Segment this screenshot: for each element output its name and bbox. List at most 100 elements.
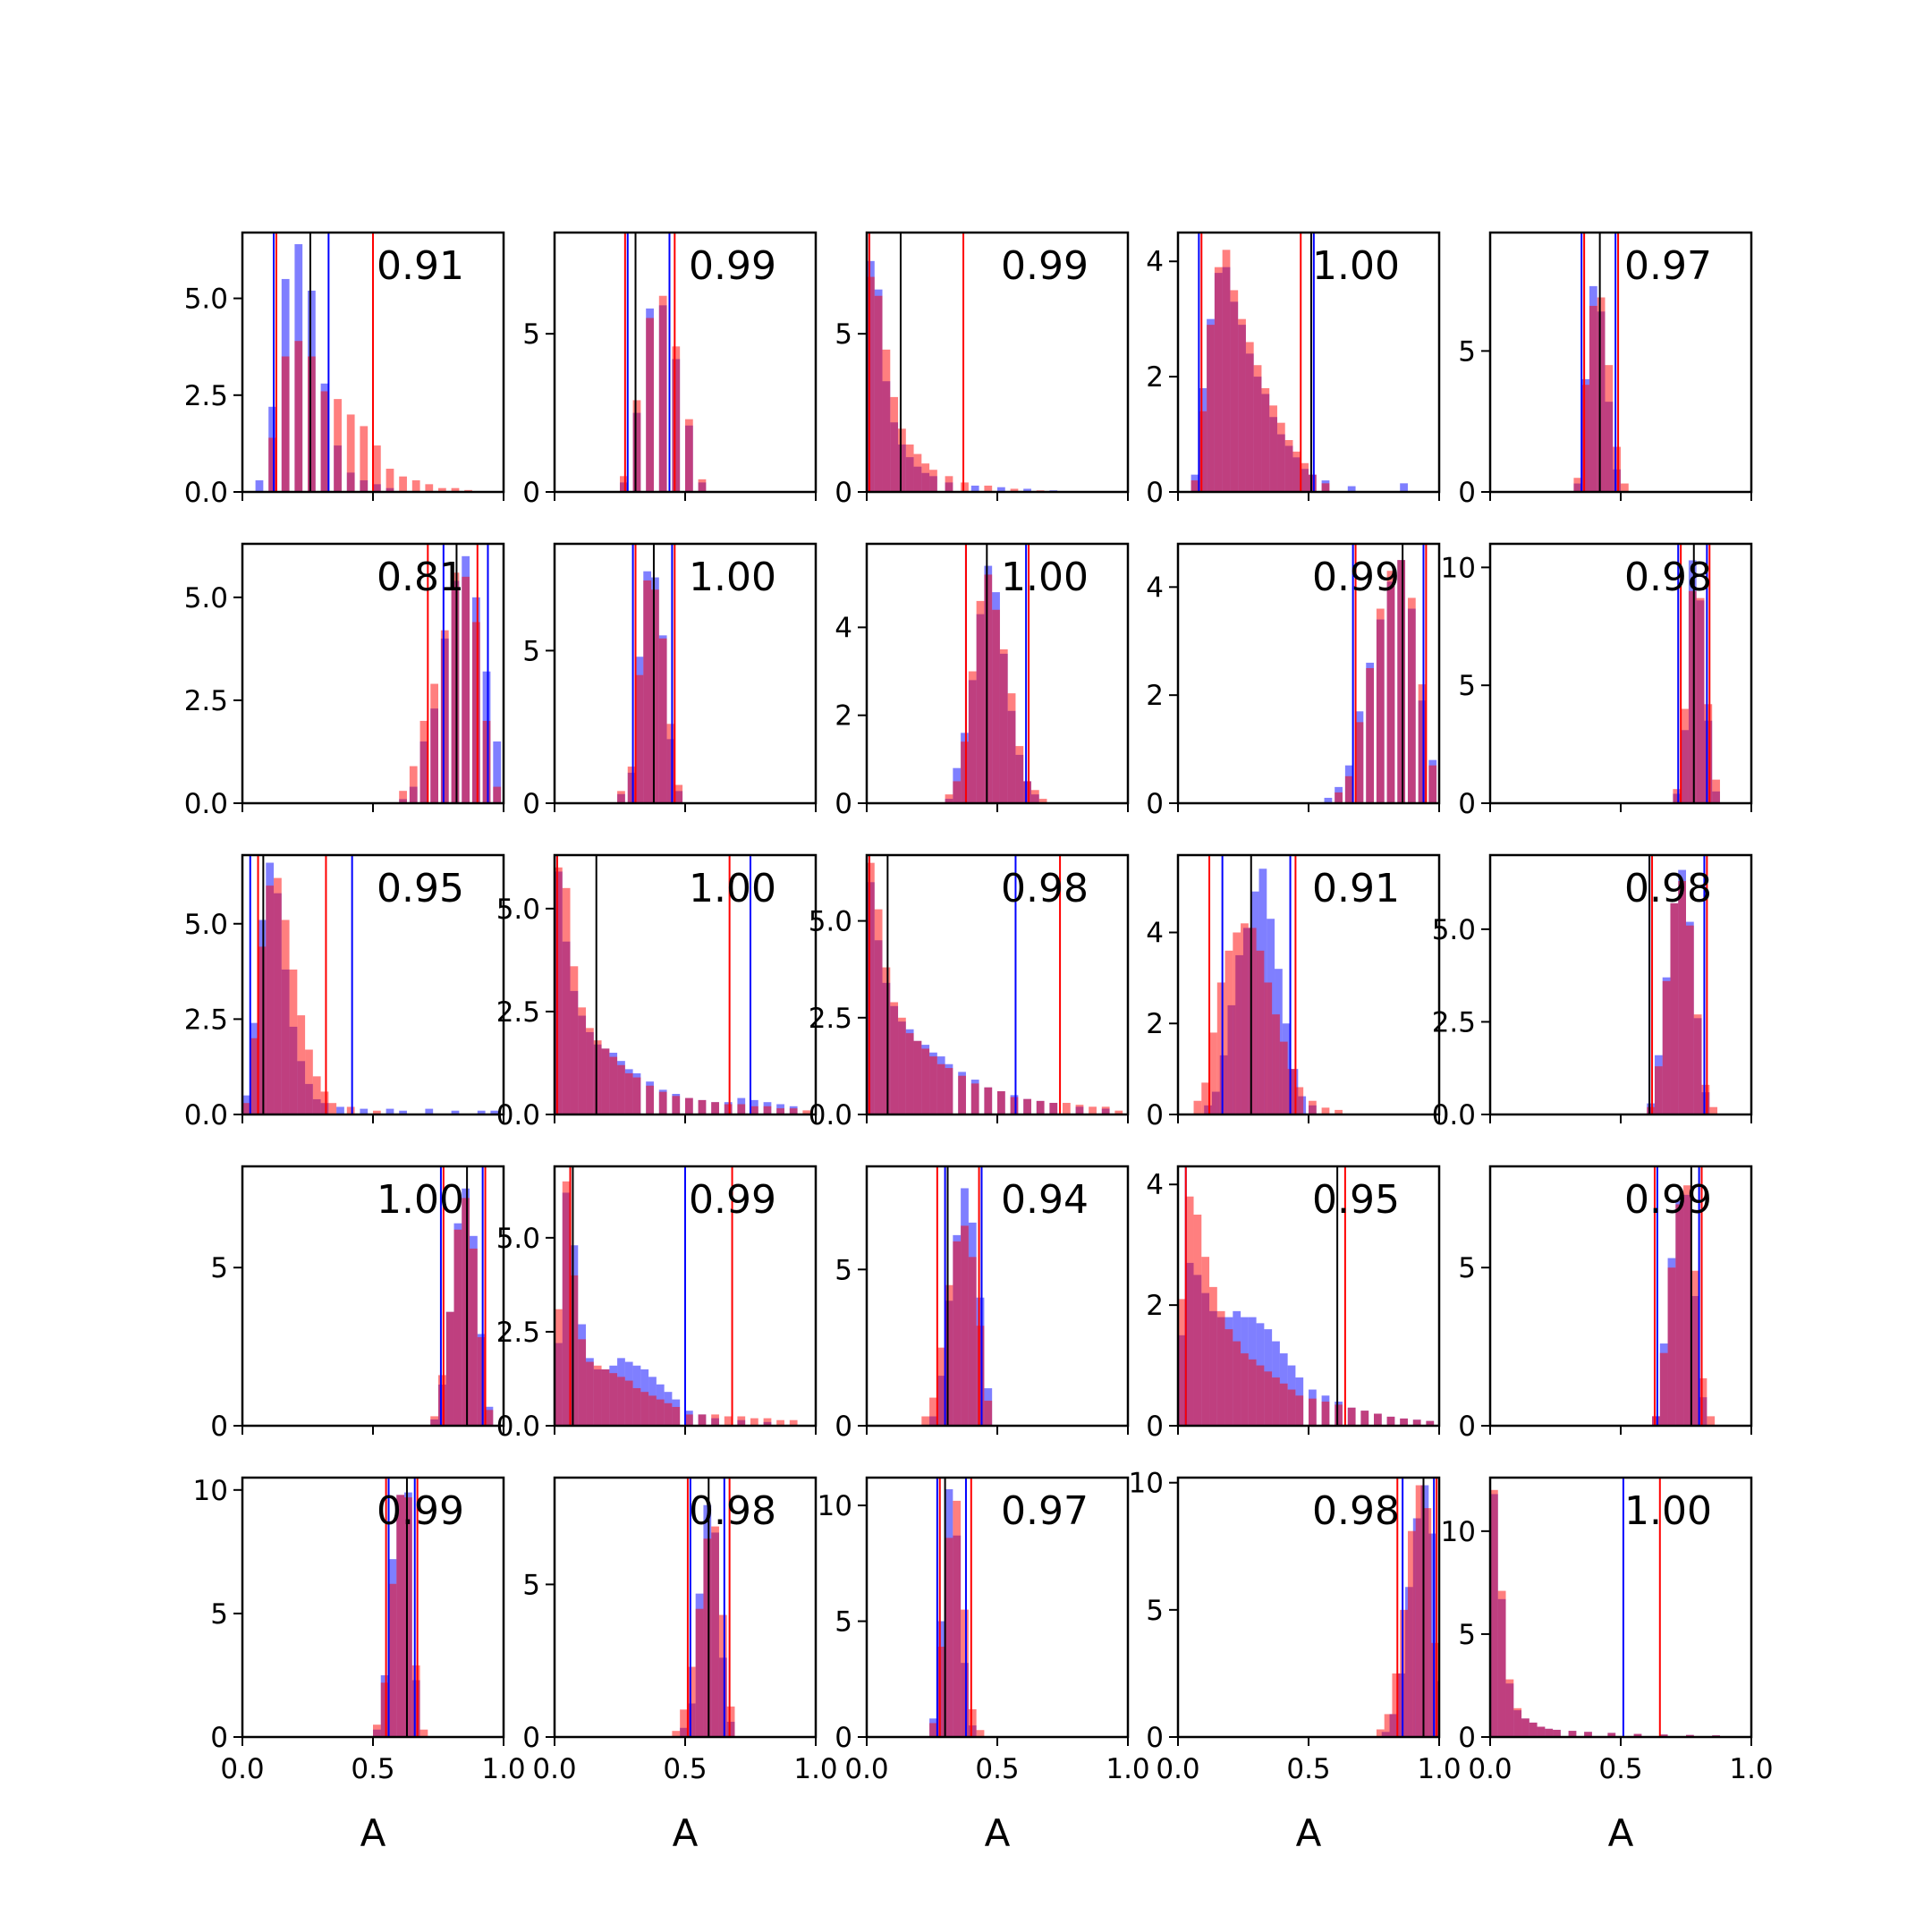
blue-hist-bar (1324, 797, 1333, 803)
red-hist-bar (1355, 722, 1364, 803)
red-hist-bar (874, 295, 883, 492)
red-hist-bar (373, 1110, 381, 1114)
red-hist-bar (380, 1682, 389, 1737)
subplot-2-3: 0 2 4 1.00 (835, 542, 1130, 820)
red-hist-bar (1696, 597, 1705, 803)
red-hist-bar (1216, 982, 1225, 1114)
red-hist-bar (601, 1048, 610, 1114)
plot-area (921, 1166, 993, 1426)
subplot-4-1: 051.00 (210, 1165, 505, 1443)
red-hist-bar (1490, 1489, 1498, 1737)
red-hist-bar (312, 1076, 321, 1114)
red-hist-bar (646, 318, 654, 492)
y-tick-label: 0.0 (496, 1099, 540, 1131)
red-hist-bar (890, 1002, 899, 1114)
red-hist-bar (1261, 388, 1270, 492)
y-tick-label: 0 (1146, 788, 1164, 820)
red-hist-bar (672, 346, 681, 492)
red-hist-bar (297, 1015, 306, 1114)
red-hist-bar (1201, 1082, 1210, 1114)
red-hist-bar (1287, 1069, 1296, 1114)
red-hist-bar (593, 1365, 602, 1426)
red-hist-bar (1662, 980, 1671, 1114)
red-hist-bar (882, 967, 891, 1114)
red-hist-bar (921, 1416, 930, 1426)
red-hist-bar (711, 1414, 719, 1426)
plot-area (1652, 1166, 1716, 1426)
red-hist-bar (929, 1056, 937, 1114)
red-hist-bar (953, 1241, 962, 1426)
red-hist-bar (373, 445, 381, 492)
red-hist-bar (1431, 1642, 1439, 1737)
y-tick-label: 0.0 (809, 1099, 852, 1131)
subplot-3-3: 0.0 2.5 5.0 0.98 (809, 853, 1130, 1131)
red-hist-bar (658, 295, 667, 492)
red-hist-bar (1023, 781, 1031, 803)
red-hist-bar (763, 1106, 772, 1114)
correlation-annotation: 0.97 (1624, 243, 1712, 289)
y-tick-label: 4 (835, 612, 852, 644)
red-hist-bar (1114, 1110, 1123, 1114)
plot-area (1490, 1478, 1720, 1737)
red-hist-bar (970, 1083, 979, 1114)
red-hist-bar (1264, 1371, 1273, 1426)
subplot-2-5: 0 5 10 0.98 (1441, 542, 1753, 820)
y-tick-label: 5.0 (496, 1223, 540, 1255)
red-hist-bar (1400, 1418, 1408, 1426)
y-tick-label: 0 (835, 1411, 852, 1443)
red-hist-bar (672, 1096, 681, 1114)
red-hist-bar (289, 969, 298, 1114)
red-hist-bar (1335, 792, 1343, 803)
red-hist-bar (1191, 480, 1199, 492)
red-hist-bar (404, 1497, 412, 1737)
red-hist-bar (411, 480, 420, 492)
red-hist-bar (1712, 779, 1720, 803)
red-hist-bar (698, 479, 707, 492)
red-hist-bar (1654, 1066, 1663, 1114)
blue-hist-bar (255, 480, 264, 492)
red-hist-bar (438, 487, 446, 492)
red-hist-bar (672, 1406, 681, 1426)
red-hist-bar (685, 419, 693, 492)
red-hist-bar (1423, 1508, 1432, 1737)
red-hist-bar (1335, 1404, 1343, 1426)
plot-area (867, 855, 1123, 1114)
red-hist-bar (453, 1229, 462, 1426)
blue-hist-bar (399, 1110, 407, 1114)
blue-hist-bar (1428, 1533, 1437, 1737)
blue-hist-bar (477, 1110, 486, 1114)
red-hist-bar (1301, 462, 1309, 492)
y-tick-label: 4 (1146, 572, 1164, 604)
red-hist-bar (617, 1064, 625, 1114)
red-hist-bar (1193, 1214, 1202, 1426)
red-hist-bar (1178, 1299, 1186, 1426)
red-hist-bar (1272, 1014, 1280, 1114)
red-hist-bar (399, 791, 407, 803)
axes-frame (865, 1165, 1130, 1428)
y-tick-label: 10 (1129, 1468, 1164, 1500)
red-hist-bar (627, 767, 636, 803)
red-hist-bar (664, 1402, 673, 1426)
red-hist-bar (624, 1072, 633, 1114)
y-tick-label: 0 (1458, 1411, 1476, 1443)
axes-frame (553, 542, 818, 805)
red-hist-bar (1295, 1395, 1304, 1426)
red-hist-bar (419, 720, 428, 803)
subplot-1-5: 050.97 (1458, 231, 1753, 509)
subplot-3-1: 0.0 2.5 5.0 0.95 (184, 853, 505, 1131)
red-hist-bar (346, 1106, 355, 1114)
red-hist-bar (1605, 365, 1614, 492)
red-hist-bar (1010, 488, 1019, 492)
red-hist-bar (1185, 1196, 1194, 1426)
correlation-annotation: 1.00 (1312, 243, 1400, 289)
red-hist-bar (462, 576, 470, 803)
red-hist-bar (968, 1257, 977, 1426)
red-hist-bar (1344, 775, 1353, 803)
x-tick-label: 0.0 (220, 1753, 264, 1785)
red-hist-bar (1279, 1383, 1288, 1426)
red-hist-bar (1521, 1718, 1530, 1737)
red-hist-bar (258, 946, 267, 1114)
red-hist-bar (997, 1091, 1005, 1114)
red-hist-bar (373, 1724, 381, 1737)
